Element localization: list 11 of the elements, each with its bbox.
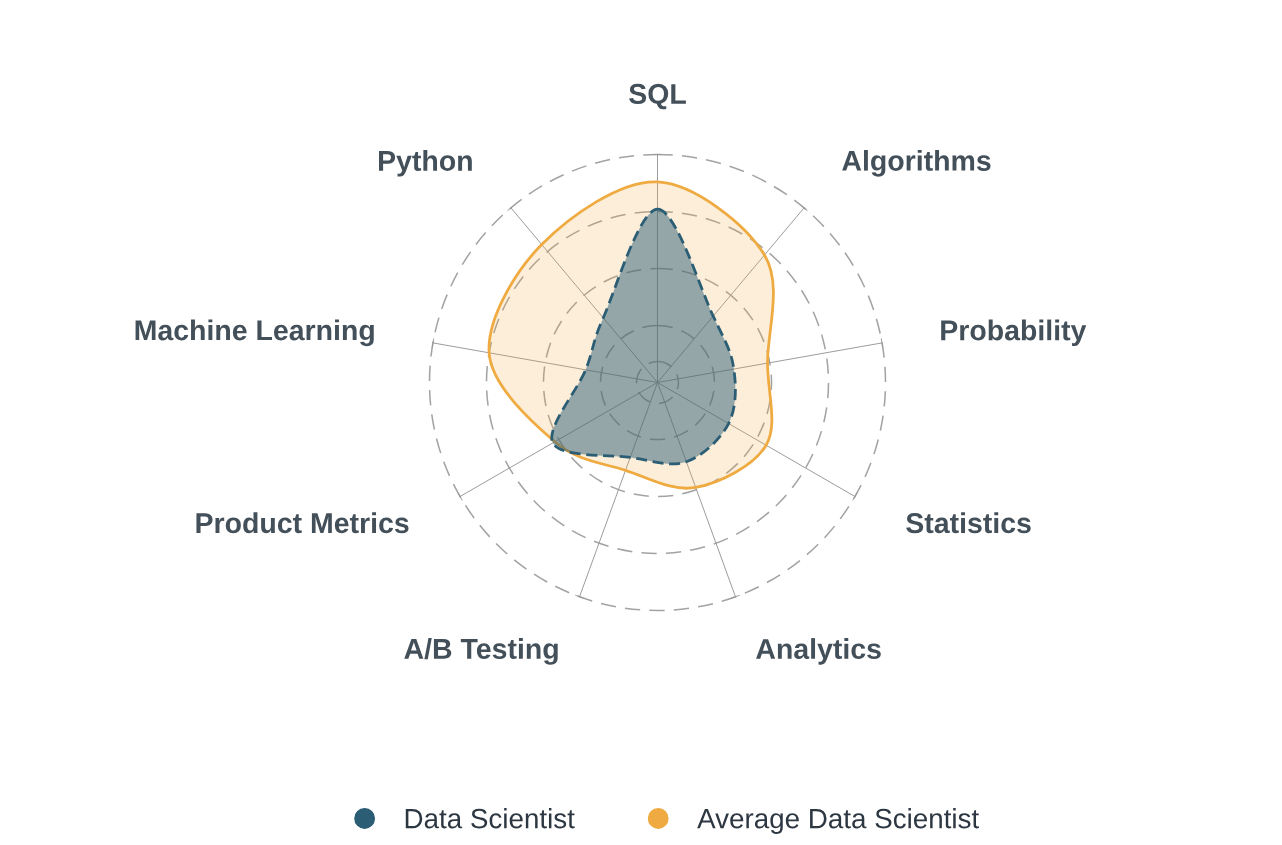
spoke-label: Analytics — [756, 638, 881, 665]
spoke-label: Python — [379, 150, 472, 177]
legend-label: Data Scientist — [405, 808, 575, 829]
spoke-label: Algorithms — [842, 149, 991, 177]
spoke-label: Product Metrics — [196, 512, 409, 534]
spoke-label: Machine Learning — [135, 319, 374, 347]
spoke-label: Statistics — [906, 512, 1031, 534]
spoke-label: SQL — [629, 83, 686, 110]
spoke-label: Probability — [941, 319, 1087, 347]
spoke-label: A/B Testing — [404, 638, 558, 665]
legend-label: Average Data Scientist — [697, 808, 979, 834]
